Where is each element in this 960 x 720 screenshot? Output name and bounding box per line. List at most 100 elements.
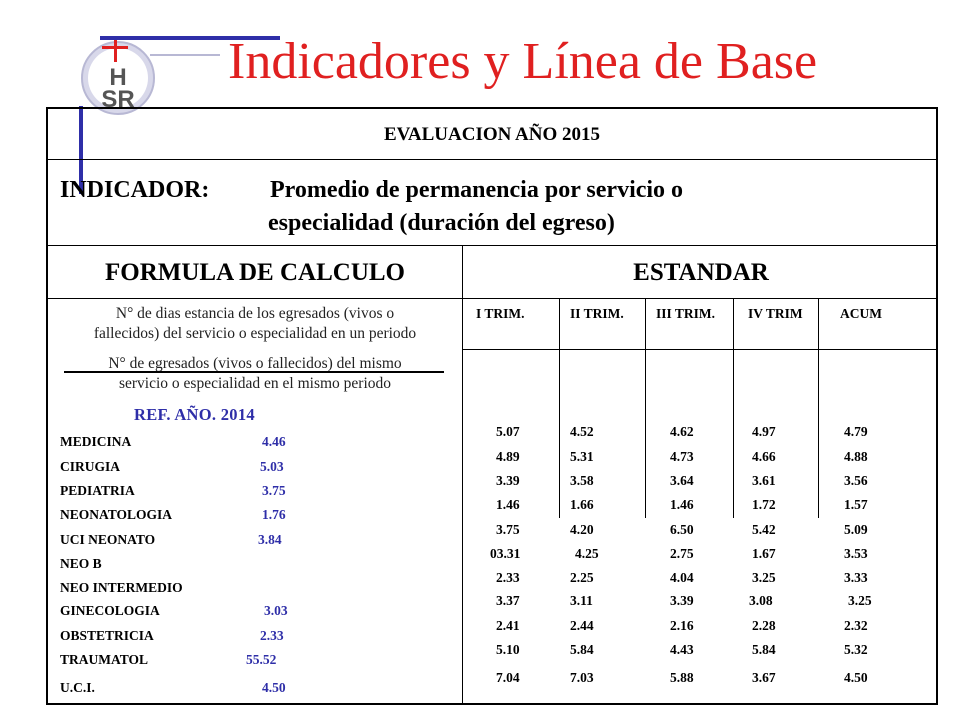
quarter-value: 5.09 [844, 522, 868, 537]
service-name: NEO INTERMEDIO [60, 580, 183, 595]
quarter-value: 2.44 [570, 618, 594, 633]
quarter-value: 2.33 [496, 570, 520, 585]
indicator-label: INDICADOR: [60, 177, 210, 203]
svg-text:H: H [109, 64, 126, 91]
quarter-value: 3.67 [752, 670, 776, 685]
standard-header: ESTANDAR [633, 259, 769, 286]
service-reference-value: 3.75 [262, 483, 286, 498]
quarter-value: 1.72 [752, 497, 776, 512]
service-name: GINECOLOGIA [60, 603, 160, 618]
quarter-value: 2.16 [670, 618, 694, 633]
quarter-value: 3.39 [670, 593, 694, 608]
decor-line-top [100, 36, 280, 40]
quarter-value: 2.32 [844, 618, 868, 633]
quarter-value: 2.25 [570, 570, 594, 585]
quarter-value: 3.08 [749, 593, 773, 608]
quarter-value: 4.25 [575, 546, 599, 561]
quarter-value: 1.66 [570, 497, 594, 512]
divider [48, 159, 936, 160]
quarter-header: III TRIM. [656, 306, 716, 321]
quarter-value: 3.39 [496, 473, 520, 488]
quarter-value: 3.53 [844, 546, 868, 561]
quarter-value: 5.10 [496, 642, 520, 657]
service-reference-value: 2.33 [260, 628, 284, 643]
column-divider [733, 298, 734, 518]
page-title: Indicadores y Línea de Base [228, 33, 818, 90]
quarter-value: 3.56 [844, 473, 868, 488]
quarter-value: 3.33 [844, 570, 868, 585]
quarter-value: 5.88 [670, 670, 694, 685]
quarter-value: 3.64 [670, 473, 694, 488]
denominator-line1: N° de egresados (vivos o fallecidos) del… [108, 355, 402, 372]
quarter-value: 4.89 [496, 449, 520, 464]
quarter-value: 2.28 [752, 618, 776, 633]
quarter-value: 4.43 [670, 642, 694, 657]
evaluation-table: EVALUACION AÑO 2015 INDICADOR: Promedio … [46, 107, 938, 705]
divider [48, 245, 936, 246]
column-divider [462, 245, 463, 705]
evaluation-year: EVALUACION AÑO 2015 [383, 124, 601, 145]
service-name: U.C.I. [60, 680, 95, 695]
quarter-value: 5.31 [570, 449, 594, 464]
quarter-value: 2.75 [670, 546, 694, 561]
quarter-header: IV TRIM [748, 306, 803, 321]
numerator-line1: N° de dias estancia de los egresados (vi… [115, 305, 395, 322]
quarter-value: 3.61 [752, 473, 776, 488]
indicator-text-line1: Promedio de permanencia por servicio o [270, 177, 684, 203]
quarter-value: 4.66 [752, 449, 776, 464]
formula-header: FORMULA DE CALCULO [104, 259, 405, 286]
quarter-value: 4.79 [844, 424, 868, 439]
divider [462, 349, 938, 350]
service-reference-value: 55.52 [246, 652, 277, 667]
decor-line-left [79, 106, 83, 194]
quarter-value: 7.03 [570, 670, 594, 685]
column-divider [818, 298, 819, 518]
service-reference-value: 4.50 [262, 680, 286, 695]
service-name: NEO B [60, 556, 102, 571]
quarter-value: 5.42 [752, 522, 776, 537]
quarter-value: 5.84 [570, 642, 594, 657]
service-reference-value: 5.03 [260, 459, 284, 474]
column-divider [645, 298, 646, 518]
service-name: CIRUGIA [60, 459, 121, 474]
denominator-line2: servicio o especialidad en el mismo peri… [118, 375, 392, 392]
service-reference-value: 3.84 [258, 532, 282, 547]
decor-line-top-faint [150, 54, 220, 56]
quarter-value: 5.07 [496, 424, 520, 439]
service-name: TRAUMATOL [60, 652, 149, 667]
formula-numerator: N° de dias estancia de los egresados (vi… [48, 304, 462, 344]
quarter-value: 4.04 [670, 570, 694, 585]
fraction-bar [64, 371, 444, 373]
quarter-value: 1.46 [496, 497, 520, 512]
service-name: MEDICINA [60, 434, 132, 449]
quarter-value: 6.50 [670, 522, 694, 537]
quarter-value: 7.04 [496, 670, 520, 685]
service-name: UCI NEONATO [60, 532, 156, 547]
numerator-line2: fallecidos) del servicio o especialidad … [93, 325, 417, 342]
quarter-value: 1.57 [844, 497, 868, 512]
quarter-value: 2.41 [496, 618, 520, 633]
quarter-value: 4.97 [752, 424, 776, 439]
quarter-value: 3.75 [496, 522, 520, 537]
quarter-value: 4.20 [570, 522, 594, 537]
indicator-text-line2: especialidad (duración del egreso) [268, 210, 615, 236]
quarter-header: II TRIM. [570, 306, 624, 321]
column-divider [559, 298, 560, 518]
reference-title: REF. AÑO. 2014 [134, 405, 255, 424]
service-name: NEONATOLOGIA [60, 507, 173, 522]
quarter-value: 4.50 [844, 670, 868, 685]
quarter-value: 1.46 [670, 497, 694, 512]
quarter-value: 4.88 [844, 449, 868, 464]
quarter-value: 3.58 [570, 473, 594, 488]
quarter-value: 4.52 [570, 424, 594, 439]
quarter-header: I TRIM. [476, 306, 525, 321]
formula-denominator: N° de egresados (vivos o fallecidos) del… [48, 354, 462, 394]
quarter-value: 3.11 [570, 593, 593, 608]
service-reference-value: 4.46 [262, 434, 286, 449]
quarter-value: 1.67 [752, 546, 776, 561]
divider [48, 298, 936, 299]
quarter-value: 5.84 [752, 642, 776, 657]
quarter-value: 4.62 [670, 424, 694, 439]
quarter-value: 03.31 [490, 546, 521, 561]
service-reference-value: 3.03 [264, 603, 288, 618]
